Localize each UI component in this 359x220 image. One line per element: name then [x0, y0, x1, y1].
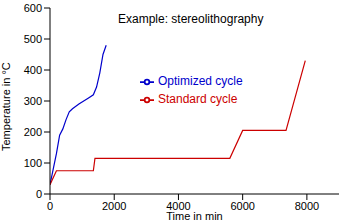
svg-text:100: 100	[24, 157, 42, 169]
svg-text:Temperature in °C: Temperature in °C	[8, 62, 12, 151]
svg-text:6000: 6000	[230, 200, 254, 212]
svg-text:500: 500	[24, 33, 42, 45]
svg-text:0: 0	[36, 188, 42, 200]
svg-text:0: 0	[47, 200, 53, 212]
svg-text:200: 200	[24, 126, 42, 138]
svg-text:4000: 4000	[166, 199, 191, 212]
html-text:Standard cycle: Standard cycle	[158, 92, 238, 106]
html-text:Optimized cycle: Optimized cycle	[158, 74, 243, 88]
svg-text:2000: 2000	[102, 200, 126, 212]
svg-text:300: 300	[24, 95, 42, 107]
svg-text:Time in min: Time in min	[166, 210, 222, 220]
svg-text:400: 400	[24, 64, 42, 76]
html-text:Example: stereolithography: Example: stereolithography	[118, 12, 264, 26]
svg-text:600: 600	[24, 2, 42, 14]
svg-text:8000: 8000	[295, 200, 319, 212]
